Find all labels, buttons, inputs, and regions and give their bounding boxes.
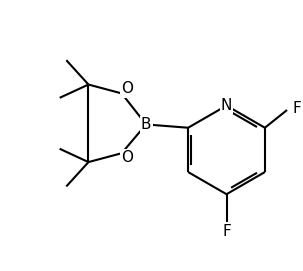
Text: N: N: [221, 98, 232, 113]
Text: O: O: [121, 150, 133, 165]
Text: F: F: [222, 224, 231, 239]
Text: F: F: [293, 101, 301, 117]
Text: O: O: [121, 82, 133, 96]
Text: B: B: [141, 117, 151, 132]
